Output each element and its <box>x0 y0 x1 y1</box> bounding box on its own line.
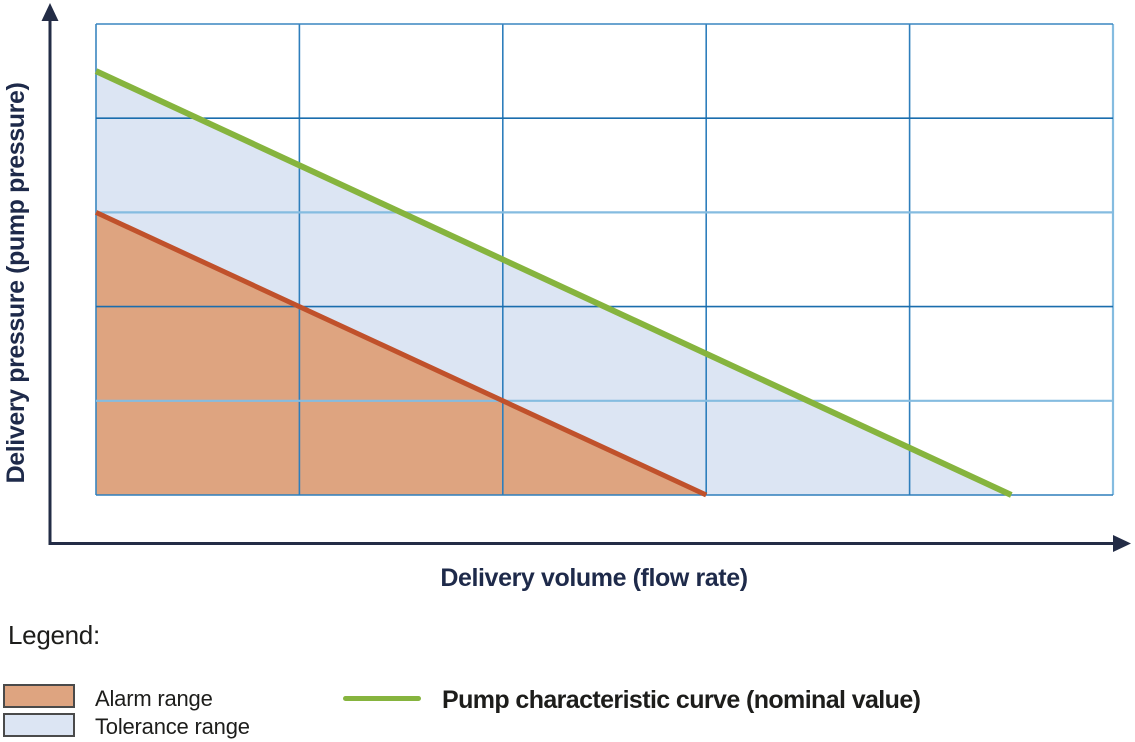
y-axis-arrowhead-icon <box>41 3 59 21</box>
plot-area <box>94 23 1115 498</box>
alarm-range-label: Alarm range <box>95 686 213 711</box>
tolerance-range-swatch <box>3 713 75 737</box>
x-axis-arrowhead-icon <box>1113 535 1131 552</box>
alarm-limit-curve-line <box>94 210 708 498</box>
nominal-curve-label: Pump characteristic curve (nominal value… <box>442 686 921 714</box>
legend-title: Legend: <box>8 620 100 650</box>
axes <box>41 3 1131 552</box>
alarm-range-swatch <box>3 684 75 708</box>
y-axis-label: Delivery pressure (pump pressure) <box>2 83 30 484</box>
pump-characteristic-curve-nominal-value-line <box>94 68 1013 498</box>
x-axis-label: Delivery volume (flow rate) <box>440 564 747 592</box>
pump-characteristic-chart: Delivery volume (flow rate) Delivery pre… <box>2 3 1131 592</box>
tolerance-range-label: Tolerance range <box>95 714 250 739</box>
nominal-curve-swatch <box>343 696 421 701</box>
